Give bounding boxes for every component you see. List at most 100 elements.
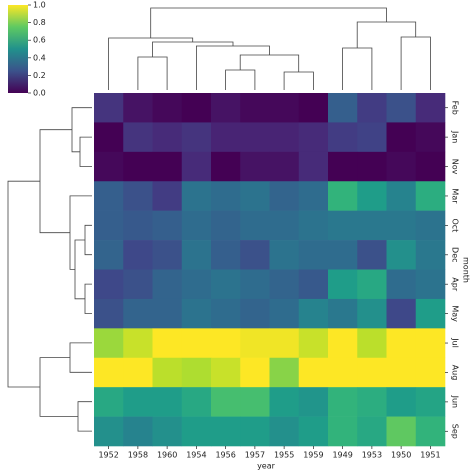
heatmap-cell: [269, 93, 300, 123]
heatmap-cell: [94, 416, 124, 447]
y-tick-label: Apr: [451, 277, 460, 292]
heatmap-cell: [240, 357, 270, 388]
colorbar-tick-label: 0.8: [33, 18, 46, 27]
heatmap-cell: [386, 269, 417, 300]
heatmap-cell: [415, 181, 446, 211]
x-tick-label: 1953: [362, 451, 382, 460]
heatmap-cell: [357, 298, 387, 329]
colorbar-tick-label: 0.2: [33, 71, 46, 80]
heatmap-cell: [298, 298, 329, 329]
heatmap-cell: [357, 328, 387, 359]
heatmap-cell: [357, 269, 387, 300]
heatmap-cell: [298, 328, 329, 359]
heatmap-cell: [94, 298, 124, 329]
colorbar-tick-label: 0.0: [33, 89, 46, 98]
heatmap-cell: [152, 240, 183, 270]
heatmap-cell: [357, 387, 387, 417]
heatmap-cell: [269, 328, 300, 359]
heatmap-cell: [211, 122, 241, 153]
heatmap-cell: [181, 416, 212, 447]
colorbar-tick-label: 1.0: [33, 1, 46, 10]
heatmap-cell: [415, 298, 446, 329]
heatmap-cell: [152, 210, 183, 241]
heatmap-cell: [211, 240, 241, 270]
heatmap-cell: [269, 210, 300, 241]
heatmap-cell: [269, 357, 300, 388]
heatmap-cell: [269, 298, 300, 329]
heatmap-cell: [386, 387, 417, 417]
heatmap-cell: [94, 240, 124, 270]
heatmap-cell: [269, 416, 300, 447]
heatmap-cell: [386, 151, 417, 182]
heatmap-cell: [211, 151, 241, 182]
heatmap-cell: [211, 328, 241, 359]
heatmap-cell: [123, 298, 153, 329]
heatmap-cell: [152, 416, 183, 447]
y-tick-label: May: [451, 305, 460, 322]
heatmap-cell: [152, 151, 183, 182]
y-axis-label: month: [462, 257, 471, 283]
heatmap-cell: [181, 240, 212, 270]
heatmap-cell: [357, 210, 387, 241]
heatmap-cell: [415, 328, 446, 359]
heatmap-cell: [181, 298, 212, 329]
heatmap-cell: [123, 269, 153, 300]
heatmap-cell: [415, 240, 446, 270]
heatmap-cell: [211, 93, 241, 123]
x-tick-label: 1959: [303, 451, 323, 460]
heatmap-cell: [357, 416, 387, 447]
heatmap-cell: [298, 240, 329, 270]
heatmap-cell: [240, 181, 270, 211]
heatmap-cell: [152, 328, 183, 359]
heatmap-cell: [328, 151, 358, 182]
heatmap-cell: [152, 298, 183, 329]
heatmap-cell: [181, 210, 212, 241]
x-tick-label: 1958: [128, 451, 148, 460]
heatmap-cell: [240, 151, 270, 182]
heatmap-cell: [357, 122, 387, 153]
heatmap-cell: [181, 269, 212, 300]
heatmap-cell: [123, 122, 153, 153]
heatmap-cell: [386, 181, 417, 211]
y-tick-label: Nov: [451, 159, 460, 175]
heatmap-cell: [415, 357, 446, 388]
y-tick-label: Feb: [451, 101, 460, 115]
heatmap-cell: [211, 416, 241, 447]
x-tick-label: 1949: [332, 451, 352, 460]
heatmap-cell: [240, 240, 270, 270]
heatmap-cell: [240, 210, 270, 241]
heatmap-cell: [415, 210, 446, 241]
heatmap-cell: [357, 181, 387, 211]
y-tick-label: Oct: [451, 218, 460, 232]
heatmap-cell: [298, 210, 329, 241]
x-tick-label: 1950: [391, 451, 411, 460]
heatmap-cell: [386, 210, 417, 241]
heatmap-cell: [94, 387, 124, 417]
colorbar-tick-label: 0.6: [33, 36, 46, 45]
x-tick-label: 1954: [186, 451, 206, 460]
heatmap-cell: [240, 93, 270, 123]
heatmap-cell: [328, 210, 358, 241]
heatmap-cell: [211, 298, 241, 329]
heatmap-cell: [123, 357, 153, 388]
heatmap-cell: [181, 328, 212, 359]
heatmap-cell: [211, 181, 241, 211]
heatmap-cell: [240, 416, 270, 447]
heatmap-cell: [94, 357, 124, 388]
heatmap-cell: [269, 151, 300, 182]
heatmap-cell: [357, 357, 387, 388]
column-dendrogram: [108, 7, 431, 90]
heatmap-cell: [94, 122, 124, 153]
heatmap-cell: [415, 122, 446, 153]
heatmap-cell: [123, 416, 153, 447]
x-axis-label: year: [257, 462, 276, 471]
heatmap-cell: [94, 181, 124, 211]
heatmap-cell: [328, 298, 358, 329]
heatmap-cell: [269, 269, 300, 300]
heatmap-cell: [328, 387, 358, 417]
x-tick-label: 1957: [245, 451, 265, 460]
colorbar-tick-label: 0.4: [33, 53, 46, 62]
heatmap-cell: [386, 240, 417, 270]
heatmap-cell: [240, 122, 270, 153]
heatmap-cell: [415, 387, 446, 417]
